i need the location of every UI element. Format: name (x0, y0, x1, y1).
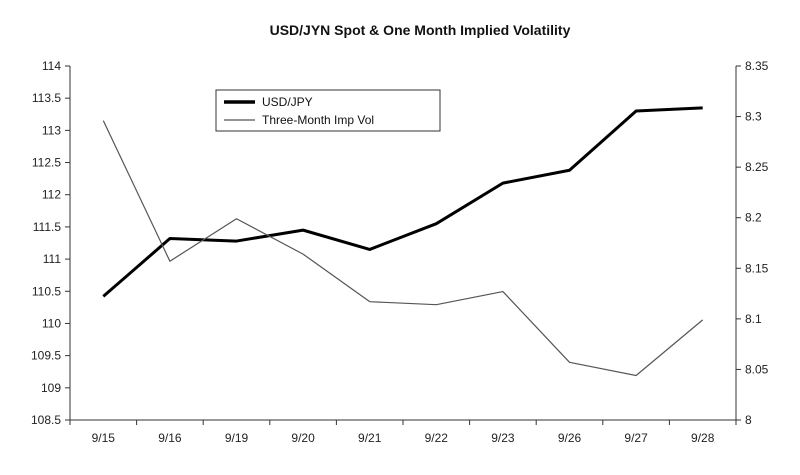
right-tick-label: 8.25 (745, 160, 769, 174)
x-tick-label: 9/23 (491, 431, 515, 445)
left-tick-label: 112 (42, 188, 61, 202)
left-tick-label: 114 (42, 59, 61, 73)
right-tick-label: 8.1 (745, 312, 762, 326)
left-tick-label: 111 (43, 252, 62, 266)
chart-title: USD/JYN Spot & One Month Implied Volatil… (270, 22, 571, 38)
right-tick-label: 8 (745, 413, 752, 427)
right-tick-label: 8.05 (745, 362, 769, 376)
left-tick-label: 113.5 (32, 91, 61, 105)
left-y-ticks: 108.5 109 109.5 110 110.5 111 111.5 112 112.5 113… (31, 59, 70, 427)
left-tick-label: 110 (42, 316, 61, 330)
left-tick-label: 113 (42, 123, 61, 137)
x-tick-label: 9/20 (291, 431, 315, 445)
x-tick-label: 9/21 (358, 431, 382, 445)
legend-label-usd-jpy: USD/JPY (262, 95, 313, 109)
right-tick-label: 8.35 (745, 59, 769, 73)
left-tick-label: 110.5 (32, 284, 61, 298)
left-tick-label: 111.5 (33, 220, 62, 234)
x-ticks: 9/15 9/16 9/19 9/20 9/21 9/22 9/23 9/26 9/27 9/28 (69, 420, 737, 445)
right-tick-label: 8.3 (745, 110, 762, 124)
x-tick-label: 9/15 (92, 431, 116, 445)
legend-box (215, 89, 441, 132)
series-line-usd-jpy (102, 106, 703, 298)
x-tick-label: 9/22 (425, 431, 449, 445)
right-y-ticks: 8 8.05 8.1 8.15 8.2 8.25 8.3 8.35 (736, 59, 769, 427)
x-tick-label: 9/19 (225, 431, 249, 445)
x-tick-label: 9/27 (624, 431, 648, 445)
left-tick-label: 109.5 (31, 349, 61, 363)
left-tick-label: 112.5 (32, 156, 61, 170)
x-tick-label: 9/26 (558, 431, 582, 445)
left-tick-label: 109 (41, 381, 61, 395)
x-tick-label: 9/28 (691, 431, 715, 445)
right-tick-label: 8.2 (745, 211, 762, 225)
legend-label-imp-vol: Three-Month Imp Vol (262, 113, 374, 127)
series-line-imp-vol (102, 120, 704, 377)
x-tick-label: 9/16 (158, 431, 182, 445)
right-tick-label: 8.15 (745, 261, 769, 275)
series-layer (102, 106, 704, 377)
left-tick-label: 108.5 (31, 413, 61, 427)
legend: USD/JPY Three-Month Imp Vol (215, 89, 441, 132)
